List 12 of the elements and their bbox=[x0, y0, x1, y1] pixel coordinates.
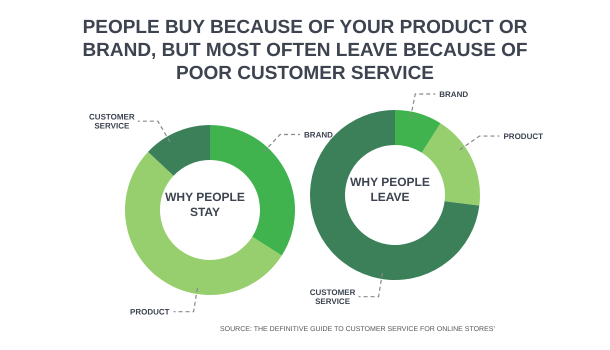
text: WHY PEOPLE STAY bbox=[164, 189, 246, 221]
chart-title: PEOPLE BUY BECAUSE OF YOUR PRODUCT OR BRAND, BUT MOST OFTEN LEAVE BECAUSE OF POOR CUSTOMER SERVICE bbox=[81, 16, 529, 85]
donut-slice bbox=[125, 152, 282, 295]
donut-slice bbox=[148, 125, 210, 176]
donut-slice bbox=[395, 110, 441, 153]
text: WHY PEOPLE LEAVE bbox=[349, 174, 431, 206]
slice-label: PRODUCT bbox=[503, 132, 544, 141]
slice-label: PRODUCT bbox=[130, 307, 170, 316]
slice-label: BRAND bbox=[439, 90, 468, 99]
slice-label: BRAND bbox=[304, 130, 334, 139]
slice-label: CUSTOMER SERVICE bbox=[89, 112, 135, 130]
slice-label: CUSTOMER SERVICE bbox=[310, 288, 356, 306]
